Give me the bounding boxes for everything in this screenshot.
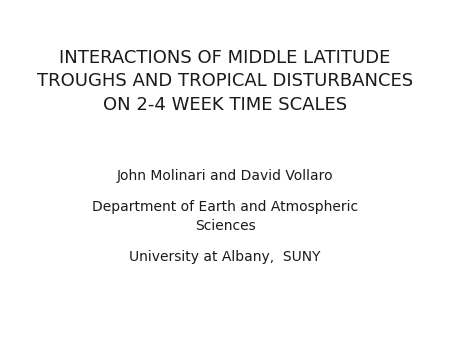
- Text: University at Albany,  SUNY: University at Albany, SUNY: [129, 250, 321, 264]
- Text: Department of Earth and Atmospheric
Sciences: Department of Earth and Atmospheric Scie…: [92, 200, 358, 233]
- Text: John Molinari and David Vollaro: John Molinari and David Vollaro: [117, 169, 333, 183]
- Text: INTERACTIONS OF MIDDLE LATITUDE
TROUGHS AND TROPICAL DISTURBANCES
ON 2-4 WEEK TI: INTERACTIONS OF MIDDLE LATITUDE TROUGHS …: [37, 49, 413, 114]
